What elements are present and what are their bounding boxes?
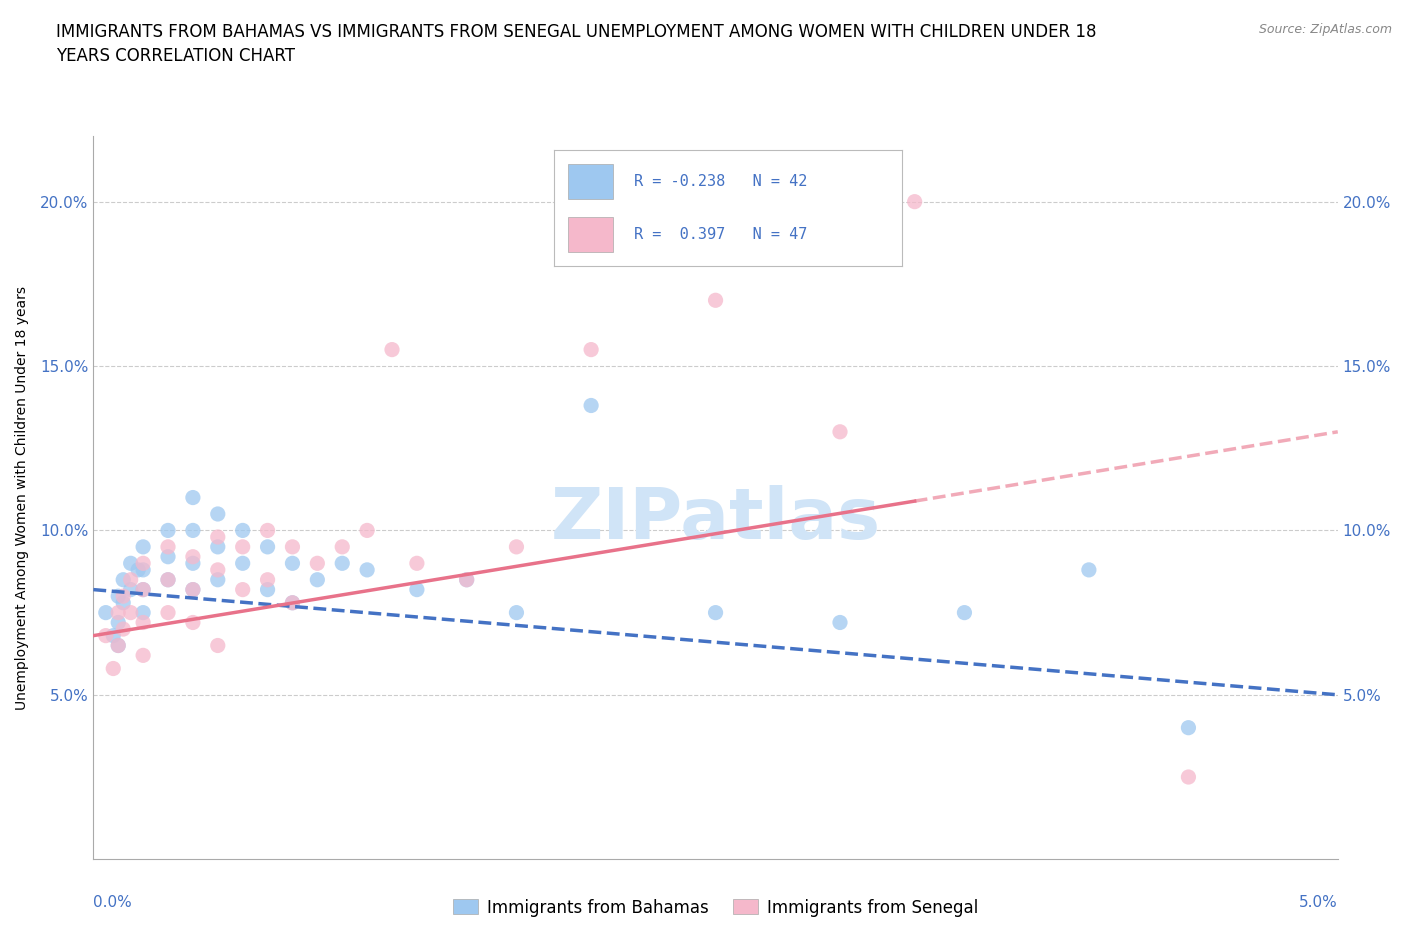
Point xyxy=(132,615,155,630)
Point xyxy=(1077,563,1099,578)
Point xyxy=(207,572,229,587)
Point xyxy=(281,595,304,610)
Point xyxy=(181,615,204,630)
Point xyxy=(828,424,851,439)
Point xyxy=(112,572,135,587)
Point xyxy=(120,605,142,620)
Point xyxy=(156,550,179,565)
Point xyxy=(356,523,378,538)
Point xyxy=(256,572,278,587)
Point xyxy=(112,621,135,636)
Text: 5.0%: 5.0% xyxy=(1299,895,1337,910)
Point xyxy=(132,582,155,597)
Point xyxy=(704,605,727,620)
Point xyxy=(112,589,135,604)
Point xyxy=(330,556,353,571)
Point xyxy=(181,550,204,565)
Point xyxy=(107,638,129,653)
Point xyxy=(307,572,329,587)
Point xyxy=(232,539,254,554)
Point xyxy=(904,194,927,209)
Point xyxy=(579,342,602,357)
Point xyxy=(132,648,155,663)
Point xyxy=(120,572,142,587)
Point xyxy=(120,582,142,597)
Point xyxy=(232,523,254,538)
Point xyxy=(103,661,125,676)
Point xyxy=(103,628,125,643)
Point xyxy=(207,529,229,544)
Point xyxy=(307,556,329,571)
Text: 0.0%: 0.0% xyxy=(93,895,132,910)
Point xyxy=(505,539,527,554)
Text: Source: ZipAtlas.com: Source: ZipAtlas.com xyxy=(1258,23,1392,36)
Point xyxy=(107,605,129,620)
Point xyxy=(406,556,429,571)
Point xyxy=(120,556,142,571)
Point xyxy=(181,490,204,505)
Point xyxy=(132,563,155,578)
Text: ZIPatlas: ZIPatlas xyxy=(551,485,880,553)
Point xyxy=(207,563,229,578)
Point xyxy=(330,539,353,554)
Point xyxy=(281,539,304,554)
Point xyxy=(281,595,304,610)
Point xyxy=(704,293,727,308)
Point xyxy=(132,582,155,597)
Legend: Immigrants from Bahamas, Immigrants from Senegal: Immigrants from Bahamas, Immigrants from… xyxy=(447,892,984,923)
Point xyxy=(256,539,278,554)
Point xyxy=(156,572,179,587)
Point xyxy=(156,539,179,554)
Point xyxy=(207,638,229,653)
Point xyxy=(181,582,204,597)
Point xyxy=(132,556,155,571)
Point xyxy=(381,342,404,357)
Point xyxy=(132,539,155,554)
Point xyxy=(112,595,135,610)
Point xyxy=(156,523,179,538)
Point xyxy=(579,398,602,413)
Point xyxy=(456,572,478,587)
Point xyxy=(356,563,378,578)
Point xyxy=(156,605,179,620)
Point xyxy=(132,605,155,620)
Point xyxy=(107,589,129,604)
Point xyxy=(1177,720,1199,735)
Point xyxy=(181,582,204,597)
Point xyxy=(456,572,478,587)
Point xyxy=(107,638,129,653)
Point xyxy=(406,582,429,597)
Point xyxy=(1177,769,1199,784)
Point xyxy=(505,605,527,620)
Point xyxy=(256,582,278,597)
Point xyxy=(281,556,304,571)
Point xyxy=(156,572,179,587)
Point xyxy=(232,556,254,571)
Point xyxy=(953,605,976,620)
Point xyxy=(94,628,117,643)
Point xyxy=(107,615,129,630)
Point xyxy=(207,539,229,554)
Point xyxy=(181,523,204,538)
Y-axis label: Unemployment Among Women with Children Under 18 years: Unemployment Among Women with Children U… xyxy=(15,286,30,710)
Point xyxy=(181,556,204,571)
Text: IMMIGRANTS FROM BAHAMAS VS IMMIGRANTS FROM SENEGAL UNEMPLOYMENT AMONG WOMEN WITH: IMMIGRANTS FROM BAHAMAS VS IMMIGRANTS FR… xyxy=(56,23,1097,65)
Point xyxy=(256,523,278,538)
Point xyxy=(127,563,149,578)
Point xyxy=(207,507,229,522)
Point xyxy=(232,582,254,597)
Point xyxy=(94,605,117,620)
Point xyxy=(828,615,851,630)
